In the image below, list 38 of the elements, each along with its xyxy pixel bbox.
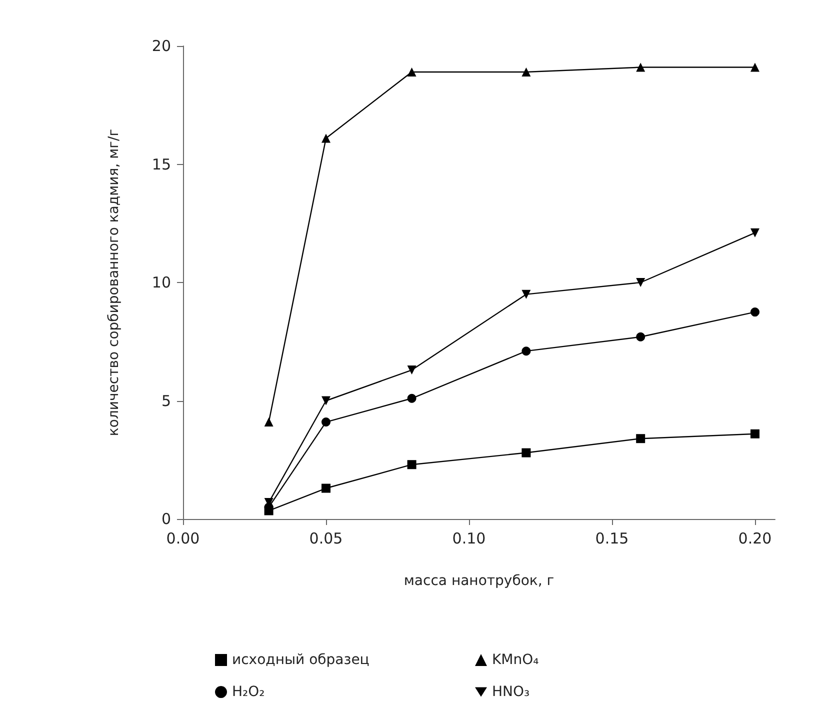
legend-label: H₂O₂ (232, 684, 265, 700)
point (636, 278, 646, 287)
y-axis-title: количество сорбированного кадмия, мг/г (106, 128, 122, 436)
y-tick-label: 5 (161, 392, 171, 410)
x-tick-label: 0.00 (166, 530, 200, 548)
legend-label: HNO₃ (492, 684, 530, 700)
point (321, 396, 330, 406)
point (522, 68, 531, 77)
y-tick-label: 0 (161, 510, 171, 528)
point (750, 308, 760, 317)
x-tick-label: 0.20 (738, 530, 772, 548)
y-tick-label: 20 (152, 37, 171, 55)
point (636, 434, 646, 444)
point (407, 460, 416, 470)
point (264, 506, 274, 516)
y-tick-label: 10 (152, 274, 171, 292)
point (407, 394, 416, 403)
x-axis-title: масса нанотрубок, г (404, 573, 554, 589)
point (750, 228, 760, 238)
point (264, 418, 274, 427)
point (407, 366, 416, 375)
point (522, 346, 531, 356)
point (750, 429, 760, 438)
x-tick-label: 0.10 (452, 530, 486, 548)
point (636, 62, 646, 72)
point (522, 448, 531, 458)
legend-label: исходный образец (232, 652, 370, 668)
point (522, 290, 531, 299)
point (322, 418, 330, 427)
y-tick-label: 15 (152, 155, 171, 174)
point (407, 68, 416, 77)
point (750, 62, 760, 72)
point (321, 134, 330, 143)
legend-label: KMnO₄ (492, 652, 540, 668)
x-tick-label: 0.15 (595, 530, 629, 548)
point (636, 332, 646, 342)
x-tick-label: 0.05 (309, 530, 343, 548)
point (321, 484, 330, 493)
